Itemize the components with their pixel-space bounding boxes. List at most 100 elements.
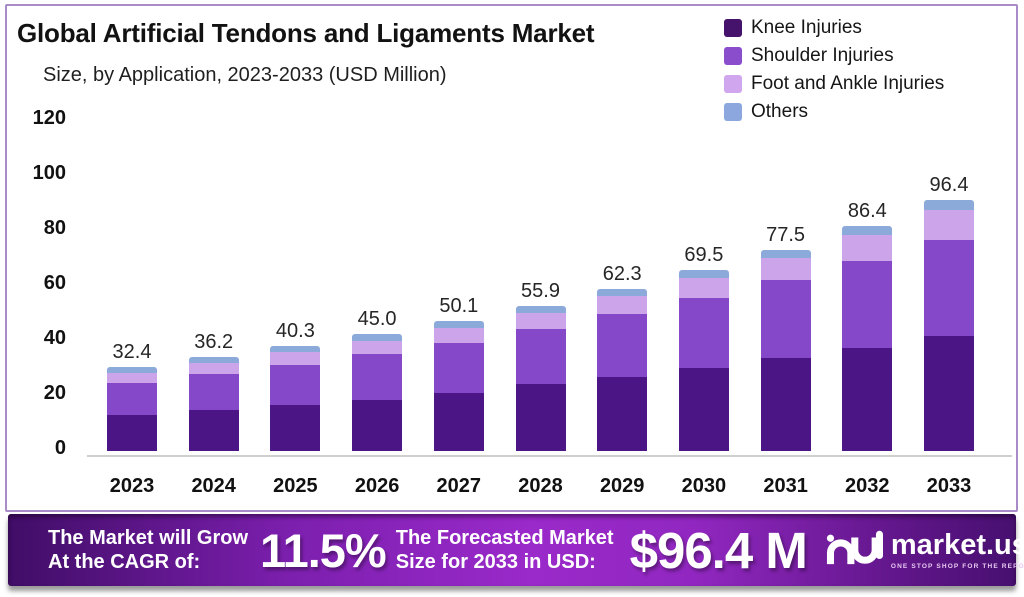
y-axis-tick-0: 0 xyxy=(54,437,66,459)
forecast-label: The Forecasted Market Size for 2033 in U… xyxy=(396,526,614,575)
bar-segment xyxy=(597,376,648,451)
bar-segment xyxy=(352,340,403,355)
bar-segment xyxy=(924,210,974,240)
bar-segment xyxy=(842,347,893,451)
forecast-value: $96.4 M xyxy=(629,521,808,579)
legend-swatch-icon xyxy=(724,103,742,121)
stacked-bar-2029 xyxy=(597,289,648,451)
bar-segment xyxy=(760,258,811,281)
x-axis-label-2031: 2031 xyxy=(763,475,808,497)
legend-label: Foot and Ankle Injuries xyxy=(751,73,945,94)
x-axis-label-2032: 2032 xyxy=(845,475,890,497)
forecast-label-line1: The Forecasted Market xyxy=(395,526,614,549)
stacked-bar-2028 xyxy=(515,305,566,451)
bar-segment xyxy=(188,356,239,363)
bar-segment xyxy=(678,278,729,299)
y-axis-tick-60: 60 xyxy=(43,272,66,294)
y-axis-tick-120: 120 xyxy=(32,107,66,129)
stacked-bar-2025 xyxy=(270,346,321,451)
bar-segment xyxy=(924,336,974,451)
plot-area: 120 100 80 60 40 20 0 32.4 2023 36.2 2024 40.3 2025 4… xyxy=(7,6,1016,510)
bar-total-label: 45.0 xyxy=(357,308,397,330)
bar-segment xyxy=(515,328,566,385)
legend-item-1: Shoulder Injuries xyxy=(724,42,944,70)
bar-segment xyxy=(760,358,811,451)
bar-segment xyxy=(515,312,566,329)
x-axis-label-2030: 2030 xyxy=(681,475,727,497)
bar-total-label: 50.1 xyxy=(439,294,479,317)
legend: Knee Injuries Shoulder Injuries Foot and A… xyxy=(724,14,944,126)
brand-tagline: ONE STOP SHOP FOR THE REPORTS xyxy=(890,562,1024,570)
stacked-bar-2033 xyxy=(924,200,974,451)
stacked-bar-2023 xyxy=(107,366,157,451)
cagr-label-line1: The Market will Grow xyxy=(48,526,249,549)
bar-total-label: 62.3 xyxy=(602,263,642,286)
chart-panel: Global Artificial Tendons and Ligaments … xyxy=(5,4,1018,512)
cagr-value: 11.5% xyxy=(260,523,387,577)
bar-segment xyxy=(842,226,893,236)
stacked-bar-2030 xyxy=(678,270,729,451)
market-us-logo-icon xyxy=(826,530,883,565)
bar-segment xyxy=(678,298,729,368)
x-axis-line xyxy=(87,455,1012,457)
legend-item-0: Knee Injuries xyxy=(724,14,944,42)
bar-segment xyxy=(270,365,321,405)
bar-segment xyxy=(107,414,157,451)
bar-segment xyxy=(515,384,566,451)
cagr-banner: The Market will Grow At the CAGR of: 11.… xyxy=(8,514,1024,586)
bar-segment xyxy=(678,270,729,279)
x-axis-label-2025: 2025 xyxy=(273,475,318,497)
y-axis-tick-40: 40 xyxy=(43,327,66,349)
stacked-bar-2024 xyxy=(188,356,239,451)
legend-item-2: Foot and Ankle Injuries xyxy=(724,70,944,98)
bar-segment xyxy=(188,374,239,410)
bar-segment xyxy=(924,239,974,337)
legend-label: Shoulder Injuries xyxy=(751,45,894,66)
legend-item-3: Others xyxy=(724,98,944,126)
bar-segment xyxy=(433,327,484,343)
bar-total-label: 77.5 xyxy=(766,223,806,246)
legend-label: Others xyxy=(751,101,809,122)
brand-name: market.us xyxy=(890,528,1024,561)
bar-segment xyxy=(107,382,157,415)
bar-total-label: 36.2 xyxy=(194,330,234,353)
bar-segment xyxy=(352,354,403,400)
cagr-label: The Market will Grow At the CAGR of: xyxy=(48,526,248,575)
bar-segment xyxy=(433,392,484,451)
page-subtitle: Size, by Application, 2023-2033 (USD Mil… xyxy=(43,64,447,86)
bar-segment xyxy=(842,260,893,348)
bar-total-label: 40.3 xyxy=(275,320,315,343)
x-axis-label-2028: 2028 xyxy=(518,475,563,497)
bar-segment xyxy=(188,362,239,375)
bar-segment xyxy=(760,249,811,259)
x-axis-label-2029: 2029 xyxy=(599,475,645,497)
brand-logo: market.us ONE STOP SHOP FOR THE REPORTS xyxy=(825,529,1024,571)
bar-total-label: 96.4 xyxy=(929,174,969,197)
bar-segment xyxy=(352,334,403,341)
y-axis-tick-100: 100 xyxy=(32,162,66,184)
stacked-bar-2026 xyxy=(352,334,403,451)
stacked-bar-2031 xyxy=(760,249,811,451)
bar-segment xyxy=(270,404,321,451)
bar-segment xyxy=(760,280,811,359)
cagr-label-line2: At the CAGR of: xyxy=(48,551,201,573)
stacked-bar-2027 xyxy=(433,320,484,451)
bar-total-label: 69.5 xyxy=(684,244,724,267)
bar-total-label: 55.9 xyxy=(521,279,560,302)
bar-segment xyxy=(842,235,893,261)
bar-segment xyxy=(270,346,321,353)
bar-total-label: 32.4 xyxy=(112,340,152,363)
y-axis-tick-80: 80 xyxy=(43,217,66,239)
x-axis-label-2026: 2026 xyxy=(354,475,400,497)
legend-label: Knee Injuries xyxy=(751,17,862,38)
bar-segment xyxy=(597,296,648,315)
y-axis-tick-20: 20 xyxy=(43,382,66,404)
bar-segment xyxy=(188,409,239,451)
bar-segment xyxy=(924,200,974,211)
bar-segment xyxy=(433,342,484,393)
bar-segment xyxy=(107,372,157,383)
legend-swatch-icon xyxy=(724,47,742,65)
stacked-bar-2032 xyxy=(842,226,893,451)
x-axis-label-2024: 2024 xyxy=(191,475,236,497)
bar-segment xyxy=(433,320,484,328)
